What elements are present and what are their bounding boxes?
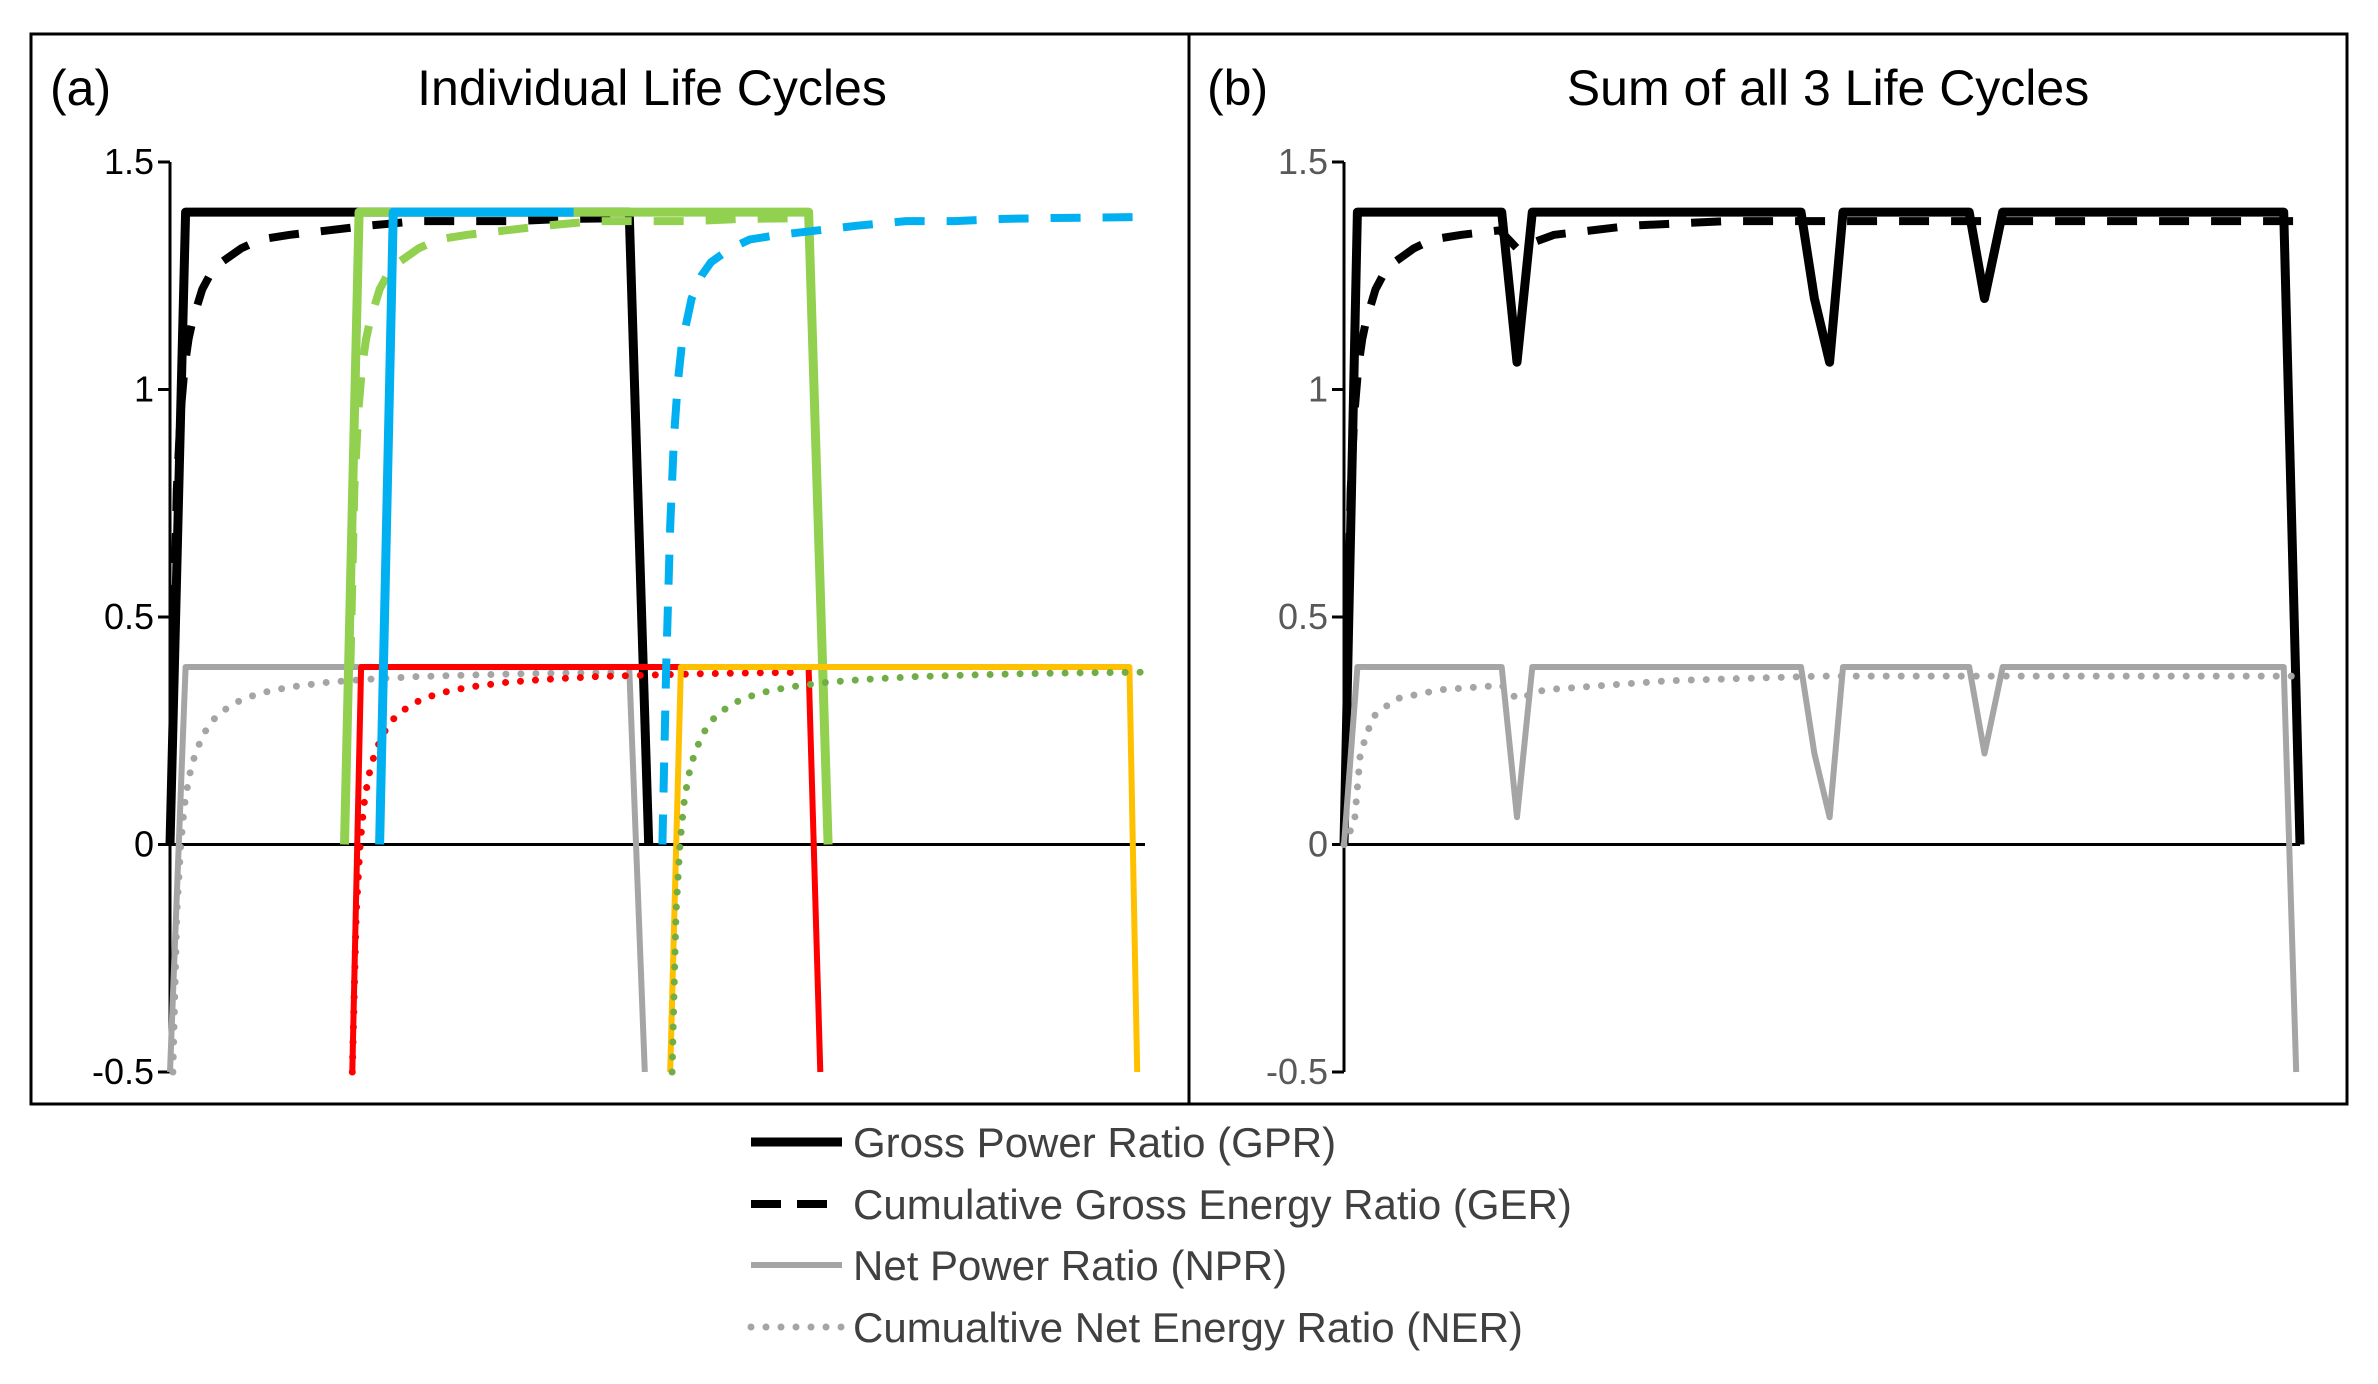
series-cycle-3-gpr	[375, 207, 574, 845]
series-cycle-2-gpr	[340, 207, 833, 845]
panel-b-label: (b)	[1207, 60, 1268, 116]
series-ger	[1342, 217, 2300, 668]
series-cycle-2-npr	[349, 664, 824, 1073]
series-npr	[1341, 664, 2300, 1073]
series-cycle-3-npr	[667, 664, 1141, 1073]
series-cycle-2-ger	[346, 214, 790, 668]
series-cycle-1-ner	[169, 669, 616, 1076]
panel-a: (a) Individual Life Cycles 1.5 1 0.5 0 -0.5	[50, 60, 1154, 1092]
series-cycle-1-gpr	[165, 207, 654, 845]
legend-label: Net Power Ratio (NPR)	[853, 1242, 1287, 1289]
y-tick-label: 0.5	[1278, 596, 1328, 637]
y-tick-label: 1	[134, 369, 154, 410]
y-tick-label: -0.5	[92, 1051, 154, 1092]
y-tick-label: 1	[1308, 369, 1328, 410]
y-tick-label: 0	[134, 824, 154, 865]
legend-label: Cumualtive Net Energy Ratio (NER)	[853, 1304, 1523, 1351]
panel-a-title: Individual Life Cycles	[417, 60, 887, 116]
y-tick-label: -0.5	[1266, 1051, 1328, 1092]
series-gpr	[1339, 207, 2305, 845]
series-cycle-2-ner	[348, 669, 795, 1076]
series-cycle-3-ger	[658, 213, 1141, 845]
y-tick-label: 1.5	[104, 141, 154, 182]
y-tick-label: 1.5	[1278, 141, 1328, 182]
panel-b-title: Sum of all 3 Life Cycles	[1567, 60, 2089, 116]
series-ner	[1340, 672, 2304, 848]
y-tick-label: 0.5	[104, 596, 154, 637]
panel-a-label: (a)	[50, 60, 111, 116]
series-cycle-3-ner	[668, 668, 1154, 1076]
legend: Gross Power Ratio (GPR) Cumulative Gross …	[747, 1119, 1572, 1351]
series-cycle-1-ger	[168, 214, 612, 668]
legend-label: Cumulative Gross Energy Ratio (GER)	[853, 1181, 1572, 1228]
series-cycle-1-npr	[167, 664, 648, 1073]
panel-b: (b) Sum of all 3 Life Cycles 1.5 1 0.5 0 -0.…	[1207, 60, 2305, 1092]
y-tick-label: 0	[1308, 824, 1328, 865]
legend-label: Gross Power Ratio (GPR)	[853, 1119, 1336, 1166]
